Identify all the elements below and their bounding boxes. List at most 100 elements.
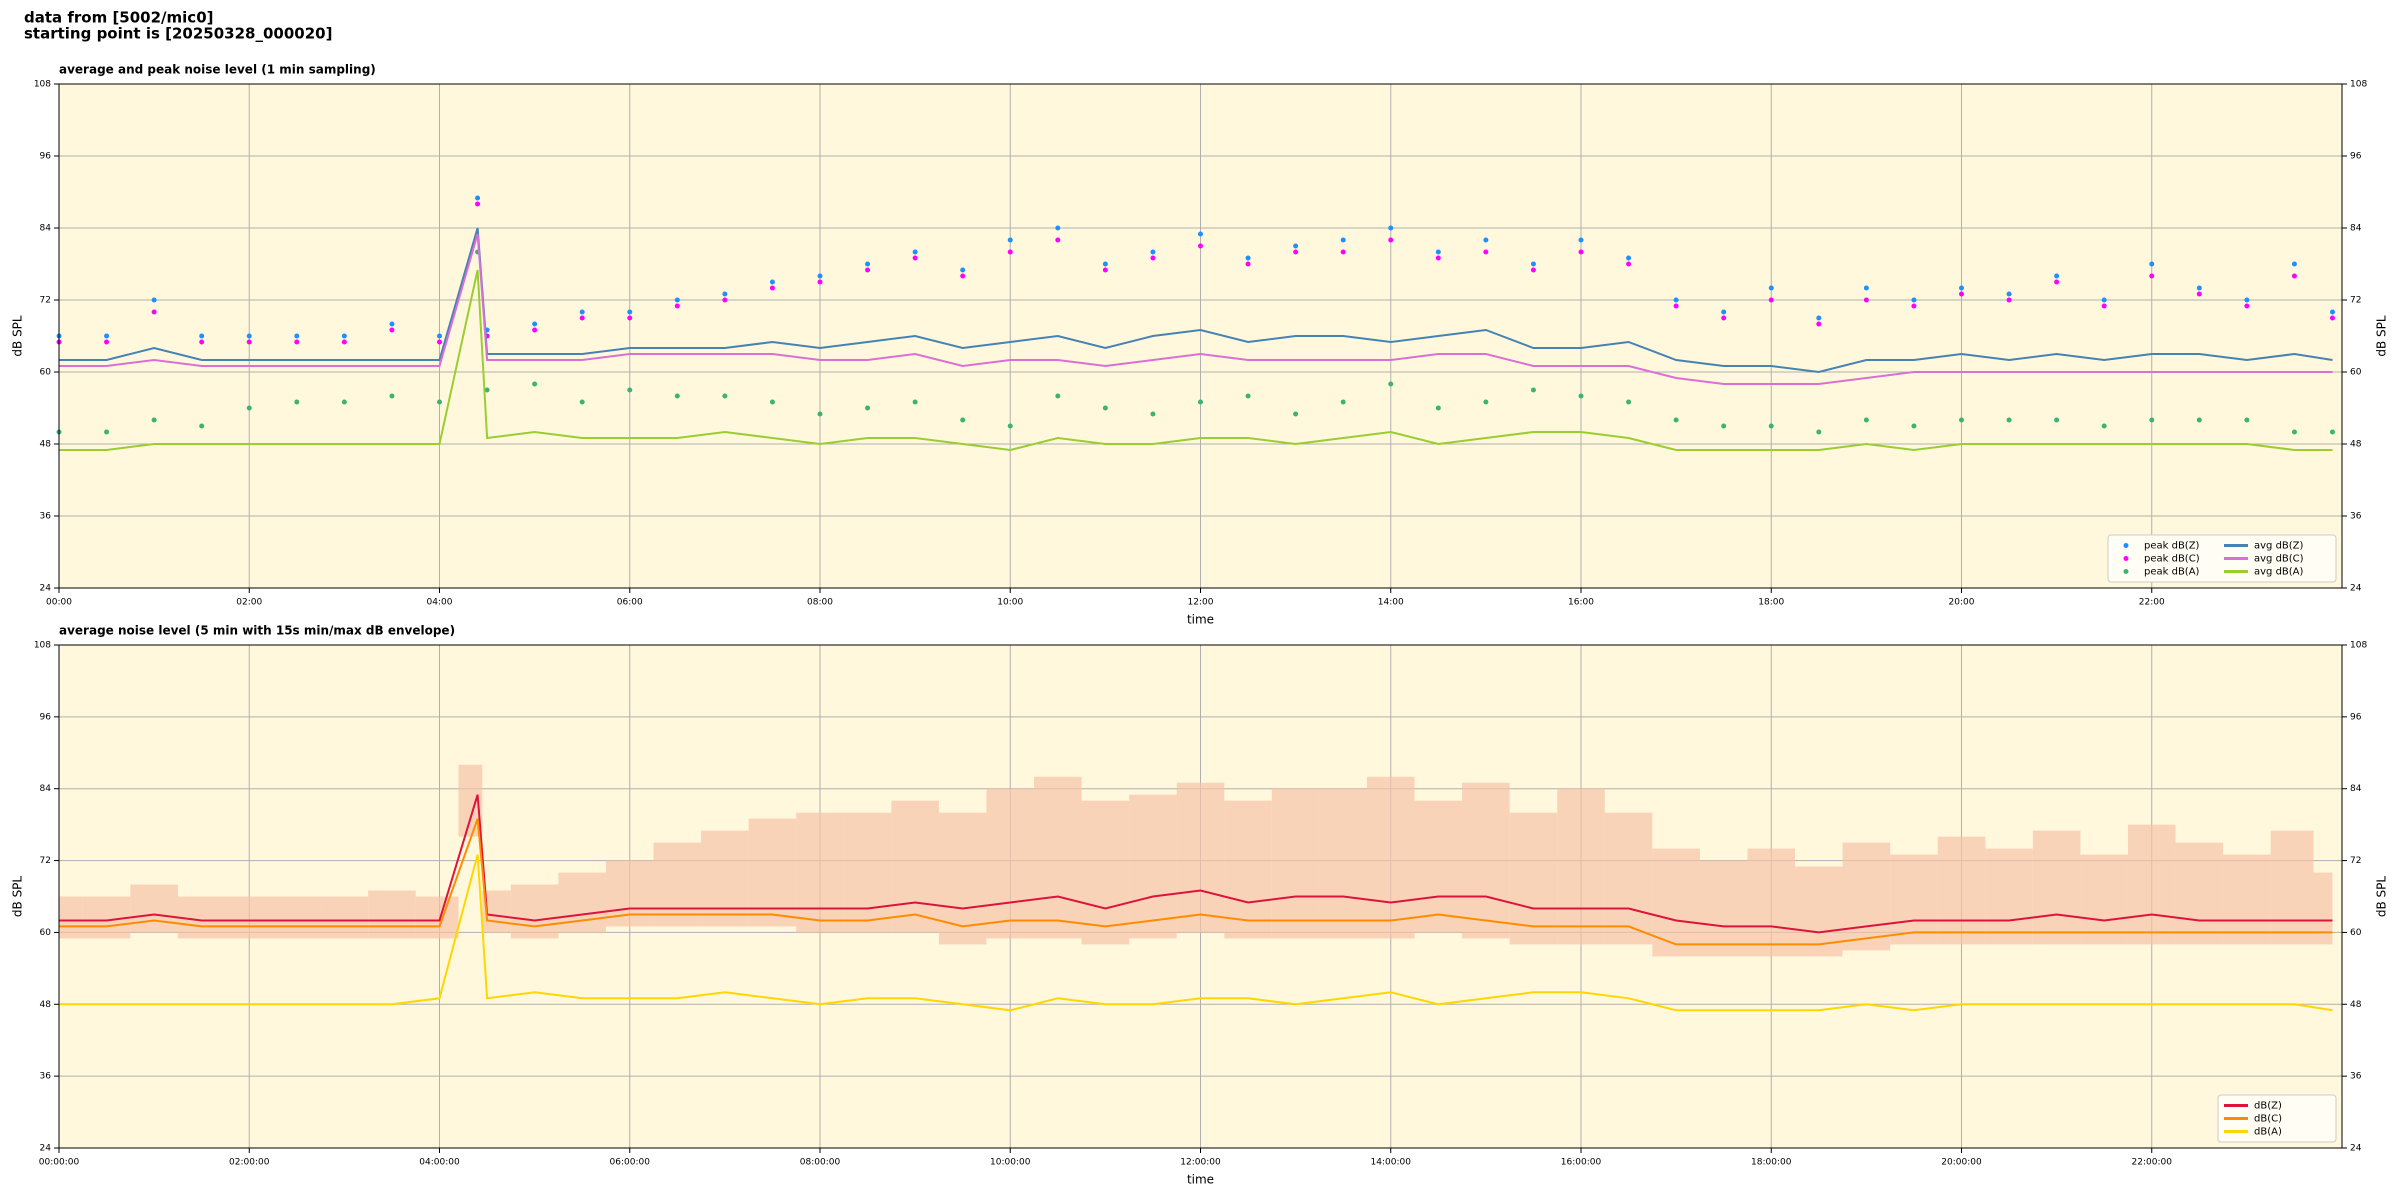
x-tick-label: 12:00: [1188, 598, 1214, 608]
peak-dot: [912, 255, 918, 261]
peak-dot: [1007, 249, 1013, 255]
envelope: [653, 842, 702, 927]
envelope: [2223, 854, 2271, 945]
legend: [2107, 534, 2337, 583]
peak-dot: [484, 387, 490, 393]
peak-dot: [2291, 273, 2297, 279]
envelope: [273, 896, 321, 939]
peak-dot: [769, 279, 775, 285]
y-tick-label: 84: [2350, 784, 2362, 794]
y-tick-label: 108: [34, 80, 51, 90]
peak-dot: [2196, 291, 2202, 297]
peak-dot: [1198, 399, 1203, 405]
y-tick-label: 60: [2350, 368, 2362, 378]
envelope: [1366, 776, 1415, 939]
y-tick-label: 108: [34, 641, 51, 651]
peak-dot: [674, 393, 680, 399]
peak-dot: [627, 315, 633, 321]
peak-dot: [1150, 249, 1156, 255]
peak-dot: [1007, 423, 1013, 429]
series-line: [59, 818, 2333, 946]
peak-dot: [2054, 273, 2060, 279]
envelope: [748, 818, 797, 927]
peak-dot: [1245, 255, 1251, 261]
envelope: [368, 890, 416, 939]
envelope: [130, 884, 178, 933]
y-tick-label: 36: [40, 512, 52, 522]
x-axis-label: time: [1187, 613, 1214, 627]
series-line: [59, 854, 2333, 1012]
y-tick-label: 108: [2350, 80, 2367, 90]
peak-dot: [199, 339, 205, 345]
x-tick-label: 00:00: [46, 598, 72, 608]
envelope: [2270, 830, 2314, 945]
envelope: [458, 764, 483, 837]
envelope: [1319, 788, 1367, 939]
peak-dot: [532, 327, 538, 333]
peak-dot: [1530, 267, 1536, 273]
envelope: [2080, 854, 2128, 945]
peak-dot: [722, 291, 728, 297]
x-tick-label: 10:00: [997, 598, 1023, 608]
peak-dot: [475, 195, 481, 201]
y-tick-label: 72: [40, 296, 51, 306]
y-tick-label: 72: [40, 856, 51, 866]
peak-dot: [341, 339, 347, 345]
y-tick-label: 24: [40, 584, 52, 594]
peak-dot: [341, 399, 347, 405]
envelope: [1985, 848, 2033, 945]
peak-dot: [1340, 237, 1346, 243]
x-tick-label: 12:00:00: [1180, 1158, 1221, 1168]
envelope: [1224, 800, 1272, 939]
peak-dot: [1245, 393, 1251, 399]
legend-label: dB(C): [2254, 1114, 2282, 1125]
envelope: [1271, 788, 1320, 939]
envelope: [225, 896, 274, 939]
suptitle: starting point is [20250328_000020]: [24, 25, 332, 43]
y-tick-label: 48: [40, 1000, 52, 1010]
peak-dot: [246, 405, 252, 411]
peak-dot: [1150, 411, 1156, 417]
peak-dot: [1055, 237, 1061, 243]
envelope: [843, 812, 892, 933]
peak-dot: [1721, 309, 1727, 315]
series-line: [59, 269, 2333, 452]
peak-dot: [1340, 399, 1346, 405]
y-tick-label: 48: [2350, 440, 2362, 450]
peak-dot: [2054, 417, 2060, 423]
peak-dot: [389, 321, 395, 327]
peak-dot: [1863, 417, 1869, 423]
peak-dot: [817, 273, 823, 279]
envelope: [1937, 836, 1986, 945]
peak-dot: [104, 339, 110, 345]
y-tick-label: 84: [40, 224, 52, 234]
peak-dot: [246, 339, 252, 345]
peak-dot: [1721, 423, 1727, 429]
peak-dot: [1768, 285, 1774, 291]
x-tick-label: 02:00: [236, 598, 262, 608]
peak-dot: [199, 333, 205, 339]
envelope: [1890, 854, 1938, 945]
legend-label: avg dB(A): [2254, 567, 2304, 578]
peak-dot: [627, 309, 633, 315]
peak-dot: [104, 333, 110, 339]
peak-dot: [437, 339, 442, 345]
x-tick-label: 02:00:00: [229, 1158, 270, 1168]
peak-dot: [1055, 393, 1061, 399]
peak-dot: [1102, 261, 1108, 267]
peak-dot: [1007, 237, 1013, 243]
envelope: [1176, 782, 1225, 933]
y-tick-label: 48: [40, 440, 52, 450]
peak-dot: [2149, 261, 2155, 267]
x-axis-label: time: [1187, 1173, 1214, 1187]
peak-dot: [2244, 417, 2250, 423]
peak-dot: [960, 273, 966, 279]
plot-frame: [58, 83, 2343, 589]
legend-label: avg dB(Z): [2254, 541, 2304, 552]
envelope: [2313, 872, 2333, 945]
y-tick-label: 84: [40, 784, 52, 794]
peak-dot: [2101, 303, 2107, 309]
x-tick-label: 20:00:00: [1941, 1158, 1982, 1168]
peak-dot: [2329, 315, 2335, 321]
peak-dot: [1911, 297, 1917, 303]
